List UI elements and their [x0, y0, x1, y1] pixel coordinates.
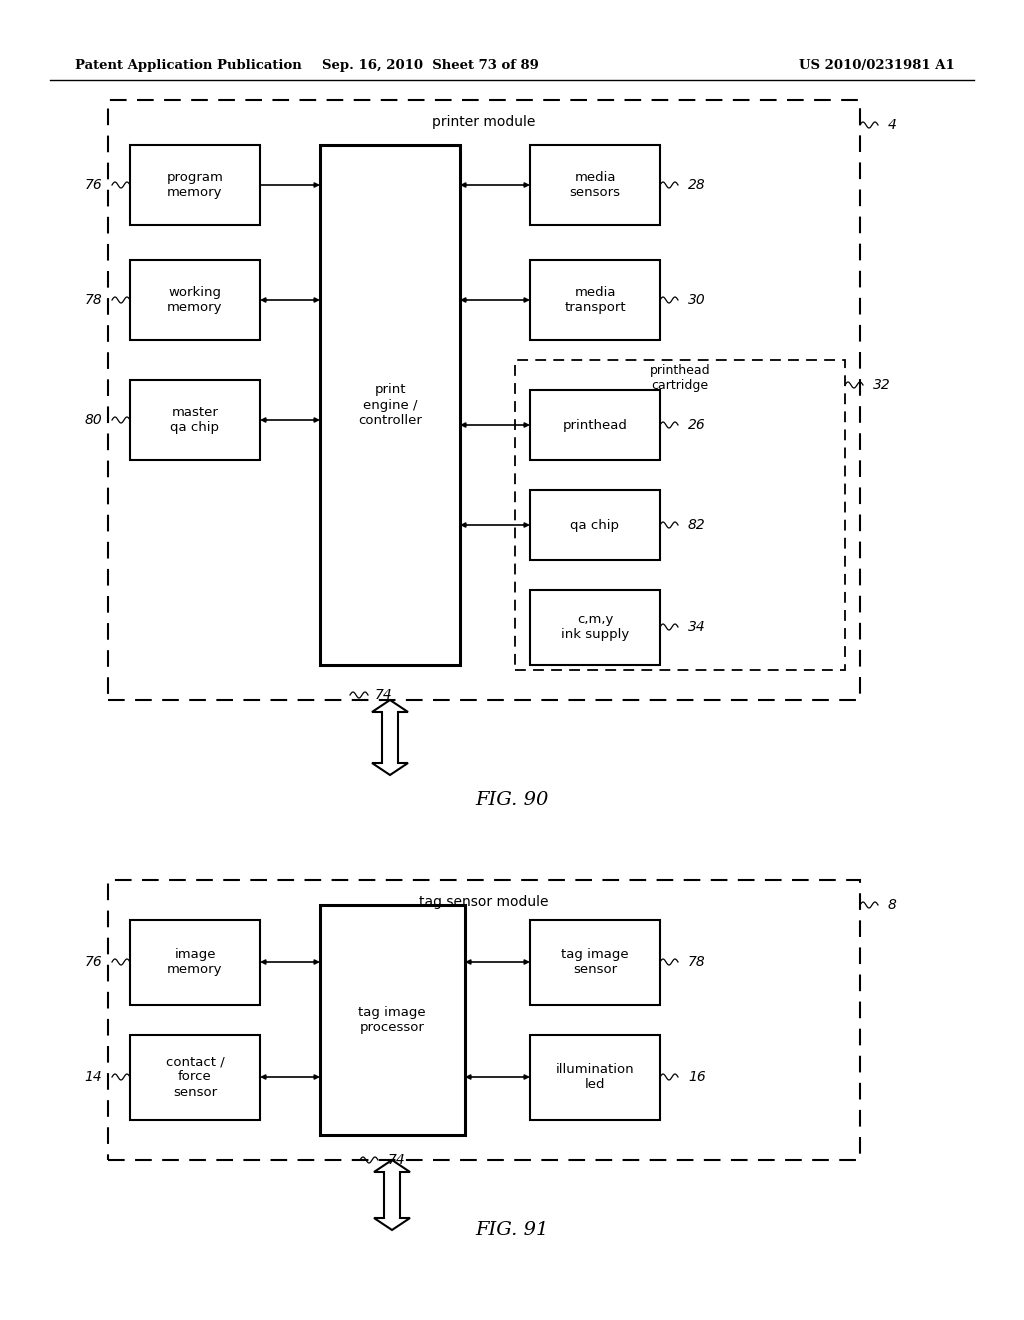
Text: qa chip: qa chip	[570, 519, 620, 532]
Text: program
memory: program memory	[167, 172, 223, 199]
Text: illumination
led: illumination led	[556, 1063, 634, 1092]
Text: image
memory: image memory	[167, 948, 223, 975]
Text: media
sensors: media sensors	[569, 172, 621, 199]
Text: 76: 76	[84, 178, 102, 191]
Text: 80: 80	[84, 413, 102, 426]
Bar	[530, 590, 660, 665]
Text: printhead: printhead	[562, 418, 628, 432]
Text: 32: 32	[873, 378, 891, 392]
Polygon shape	[372, 700, 408, 775]
Text: 82: 82	[688, 517, 706, 532]
Text: 76: 76	[84, 954, 102, 969]
Text: 16: 16	[688, 1071, 706, 1084]
Text: printhead
cartridge: printhead cartridge	[649, 364, 711, 392]
Bar	[130, 920, 260, 1005]
Text: FIG. 90: FIG. 90	[475, 791, 549, 809]
Polygon shape	[374, 1160, 410, 1230]
Bar	[319, 145, 460, 665]
Text: master
qa chip: master qa chip	[171, 407, 219, 434]
Bar	[130, 145, 260, 224]
Text: 14: 14	[84, 1071, 102, 1084]
Bar	[530, 389, 660, 459]
Bar	[130, 380, 260, 459]
Text: 30: 30	[688, 293, 706, 308]
Bar	[530, 1035, 660, 1119]
Text: 26: 26	[688, 418, 706, 432]
Text: Sep. 16, 2010  Sheet 73 of 89: Sep. 16, 2010 Sheet 73 of 89	[322, 58, 539, 71]
Text: tag image
processor: tag image processor	[358, 1006, 426, 1034]
Bar	[108, 100, 860, 700]
Bar	[530, 920, 660, 1005]
Bar	[108, 880, 860, 1160]
Text: tag sensor module: tag sensor module	[419, 895, 549, 909]
Bar	[319, 906, 465, 1135]
Text: 78: 78	[688, 954, 706, 969]
Text: print
engine /
controller: print engine / controller	[358, 384, 422, 426]
Text: contact /
force
sensor: contact / force sensor	[166, 1056, 224, 1098]
Text: US 2010/0231981 A1: US 2010/0231981 A1	[800, 58, 955, 71]
Text: working
memory: working memory	[167, 286, 223, 314]
Text: tag image
sensor: tag image sensor	[561, 948, 629, 975]
Bar	[130, 1035, 260, 1119]
Bar	[530, 260, 660, 341]
Text: 28: 28	[688, 178, 706, 191]
Text: FIG. 91: FIG. 91	[475, 1221, 549, 1239]
Text: 74: 74	[375, 688, 393, 702]
Text: 4: 4	[888, 117, 897, 132]
Text: 74: 74	[388, 1152, 406, 1167]
Bar	[530, 490, 660, 560]
Bar	[130, 260, 260, 341]
Text: 78: 78	[84, 293, 102, 308]
Text: printer module: printer module	[432, 115, 536, 129]
Bar	[530, 145, 660, 224]
Bar	[515, 360, 845, 671]
Text: c,m,y
ink supply: c,m,y ink supply	[561, 612, 629, 642]
Text: Patent Application Publication: Patent Application Publication	[75, 58, 302, 71]
Text: 8: 8	[888, 898, 897, 912]
Text: 34: 34	[688, 620, 706, 634]
Text: media
transport: media transport	[564, 286, 626, 314]
